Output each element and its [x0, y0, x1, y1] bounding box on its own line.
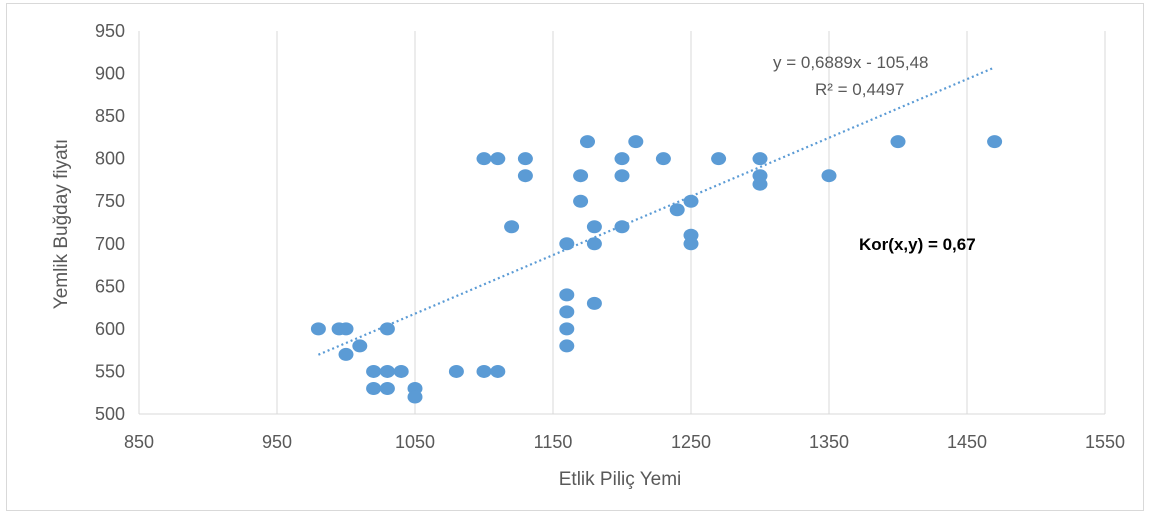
data-point [379, 322, 395, 336]
data-point [573, 194, 589, 208]
data-point [379, 364, 395, 378]
data-point [586, 220, 602, 234]
x-tick-label: 1050 [395, 432, 435, 452]
data-point [559, 322, 575, 336]
y-tick-label: 950 [95, 21, 125, 41]
data-point [614, 152, 630, 166]
trendline-equation: y = 0,6889x - 105,48 [773, 53, 928, 72]
data-point [379, 381, 395, 395]
x-tick-label: 850 [124, 432, 154, 452]
data-point [683, 237, 699, 251]
x-tick-label: 1450 [947, 432, 987, 452]
x-tick-label: 1150 [534, 432, 573, 452]
data-point [490, 364, 506, 378]
data-point [683, 194, 699, 208]
chart-frame: 500 550 600 650 700 750 800 850 900 950 850 950 105… [6, 3, 1144, 511]
y-tick-labels: 500 550 600 650 700 750 800 850 900 950 [95, 21, 125, 424]
y-tick-label: 500 [95, 404, 125, 424]
y-tick-label: 650 [95, 276, 125, 296]
x-axis-title: Etlik Piliç Yemi [559, 469, 682, 490]
x-tick-label: 1250 [671, 432, 711, 452]
x-tick-label: 1350 [809, 432, 849, 452]
data-point [448, 364, 464, 378]
data-point [559, 339, 575, 353]
gridlines [138, 31, 1106, 415]
data-point [338, 322, 354, 336]
data-points [310, 135, 1003, 404]
data-point [580, 135, 595, 149]
data-point [573, 169, 589, 183]
data-point [586, 296, 602, 310]
data-point [559, 288, 575, 302]
data-point [352, 339, 368, 353]
trendline [317, 66, 996, 356]
data-point [490, 152, 506, 166]
data-point [559, 305, 575, 319]
data-point [407, 390, 423, 404]
data-point [614, 220, 630, 234]
y-tick-label: 900 [95, 64, 125, 84]
y-tick-label: 600 [95, 319, 125, 339]
data-point [559, 237, 575, 251]
y-tick-label: 850 [95, 106, 125, 126]
correlation-annotation: Kor(x,y) = 0,67 [859, 235, 976, 254]
data-point [987, 135, 1003, 149]
data-point [628, 135, 644, 149]
x-tick-label: 950 [262, 432, 292, 452]
y-axis-title: Yemlik Buğday fiyatı [51, 139, 72, 309]
data-point [890, 135, 906, 149]
y-tick-label: 550 [95, 361, 125, 381]
data-point [393, 364, 409, 378]
data-point [517, 152, 533, 166]
trendline-r-squared: R² = 0,4497 [815, 80, 904, 99]
data-point [752, 177, 768, 191]
data-point [614, 169, 630, 183]
data-point [669, 203, 685, 217]
data-point [338, 347, 354, 361]
data-point [366, 364, 382, 378]
y-tick-label: 700 [95, 234, 125, 254]
scatter-chart: 500 550 600 650 700 750 800 850 900 950 850 950 105… [51, 21, 1125, 490]
x-tick-labels: 850 950 1050 1150 1250 1350 1450 1550 [124, 432, 1125, 452]
y-tick-label: 750 [95, 191, 125, 211]
data-point [586, 237, 602, 251]
data-point [821, 169, 837, 183]
data-point [476, 364, 492, 378]
data-point [476, 152, 492, 166]
x-tick-label: 1550 [1085, 432, 1125, 452]
data-point [655, 152, 671, 166]
data-point [310, 322, 326, 336]
y-tick-label: 800 [95, 149, 125, 169]
data-point [711, 152, 727, 166]
data-point [752, 152, 768, 166]
data-point [517, 169, 533, 183]
data-point [504, 220, 520, 234]
data-point [366, 381, 382, 395]
